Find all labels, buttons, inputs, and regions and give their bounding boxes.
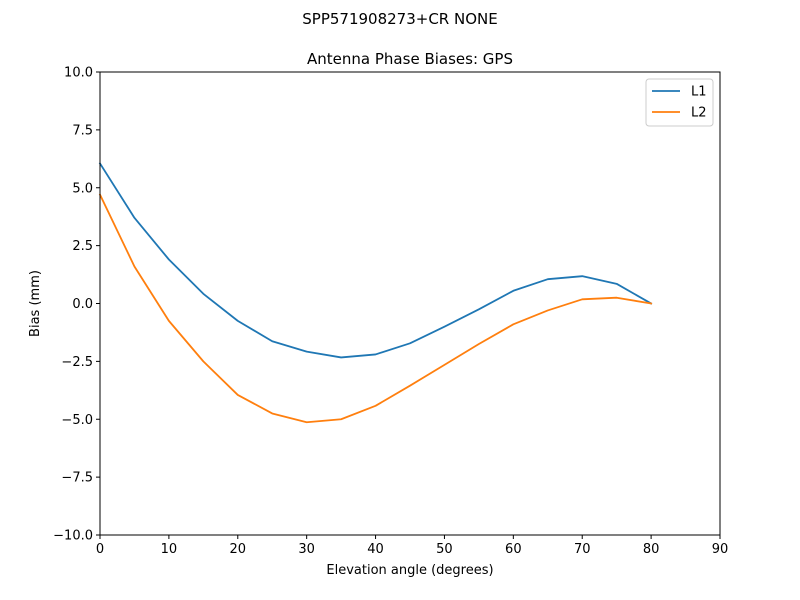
x-tick-label: 10 [161,542,178,557]
x-tick-label: 70 [574,542,591,557]
series-line-l2 [98,193,653,424]
legend-label-l2: L2 [691,106,707,121]
series-line-l1 [98,162,653,359]
y-tick-label: 5.0 [72,181,93,196]
chart-title: Antenna Phase Biases: GPS [307,50,513,68]
ticks-layer: 0 10 20 30 40 50 60 70 80 90 −10.0 −7.5 −5.0 −2.5 0.0 2… [53,66,728,558]
y-tick-label: 0.0 [72,297,93,312]
y-tick-label: −2.5 [61,355,93,370]
x-tick-label: 0 [96,542,104,557]
x-tick-label: 80 [643,542,660,557]
x-tick-label: 20 [230,542,247,557]
plot-frame [99,71,721,536]
x-axis-label: Elevation angle (degrees) [326,563,493,578]
y-tick-label: 7.5 [72,123,93,138]
x-tick-label: 90 [712,542,729,557]
x-tick-label: 60 [505,542,522,557]
y-tick-label: 2.5 [72,239,93,254]
y-tick-label: −10.0 [53,529,93,544]
y-tick-label: −7.5 [61,471,93,486]
y-axis-label: Bias (mm) [28,270,43,337]
series-layer [98,162,653,424]
x-tick-label: 40 [367,542,384,557]
chart-suptitle: SPP571908273+CR NONE [302,10,497,28]
plot-area [100,72,720,535]
y-tick-label: −5.0 [61,413,93,428]
x-tick-label: 50 [436,542,453,557]
legend-label-l1: L1 [691,85,707,100]
x-tick-label: 30 [298,542,315,557]
y-tick-label: 10.0 [64,66,93,81]
